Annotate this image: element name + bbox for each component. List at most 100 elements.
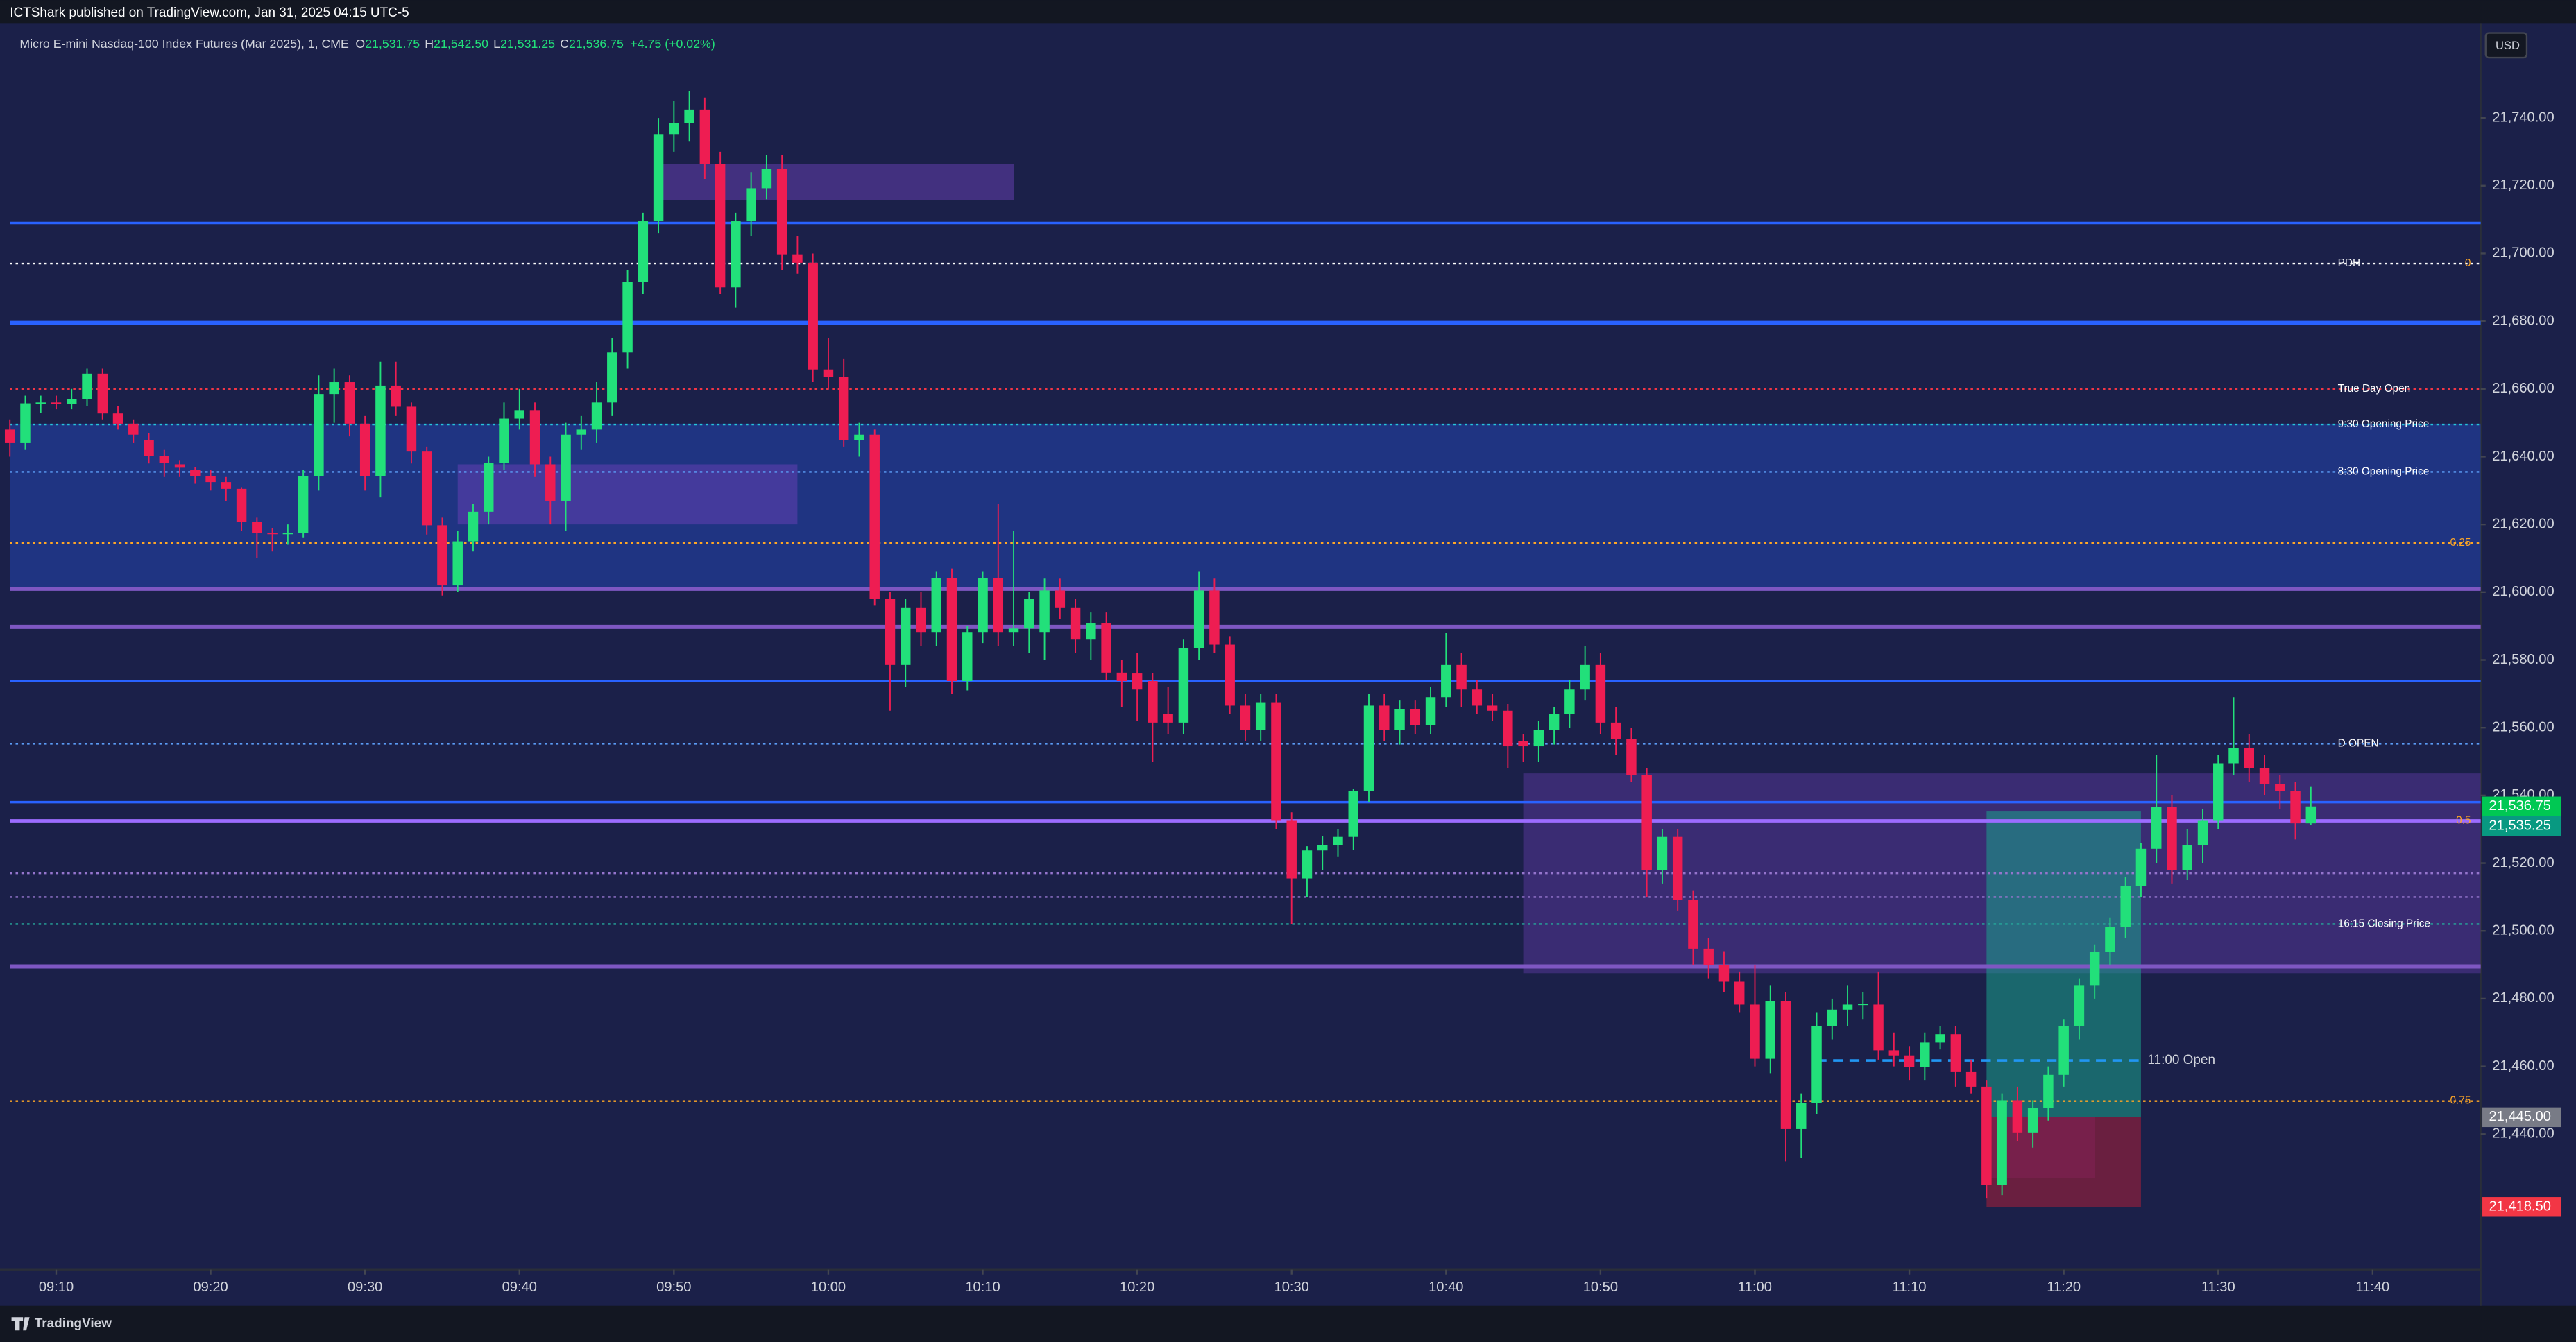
candle-body <box>2213 763 2224 821</box>
candle-body <box>82 373 92 399</box>
candle-body <box>1981 1086 1992 1185</box>
candle-body <box>159 456 170 463</box>
candle-body <box>282 533 293 535</box>
price-tag-label: 21,445.00 <box>2489 1109 2550 1124</box>
candle-body <box>1672 836 1683 900</box>
candle-body <box>792 254 803 263</box>
candle-body <box>1997 1100 2007 1185</box>
candle-body <box>946 578 957 682</box>
candle-body <box>931 578 941 633</box>
candle-body <box>1796 1103 1807 1129</box>
level-label: 9:30 Opening Price <box>2338 418 2430 430</box>
candle-body <box>2290 791 2301 824</box>
candle-body <box>545 464 556 501</box>
candle-body <box>885 599 896 665</box>
y-tick-label: 21,720.00 <box>2492 178 2554 193</box>
candle-body <box>144 440 154 456</box>
fib-label: 0.25 <box>2450 537 2471 549</box>
level-label: 8:30 Opening Price <box>2338 466 2430 478</box>
candle-body <box>1533 730 1544 747</box>
x-tick-label: 09:40 <box>502 1280 537 1295</box>
x-tick-label: 11:40 <box>2355 1280 2389 1295</box>
candle-body <box>1610 722 1621 739</box>
price-tag <box>2482 1107 2561 1128</box>
candle-body <box>267 533 278 535</box>
brand-logo <box>11 1317 30 1331</box>
candle-body <box>1333 836 1343 845</box>
candle-body <box>2058 1025 2069 1075</box>
candle-body <box>561 434 571 501</box>
fib-label: 0.5 <box>2456 815 2471 827</box>
candle-body <box>375 385 386 476</box>
candle-body <box>638 221 649 282</box>
candle-body <box>1564 689 1575 714</box>
candle-body <box>1425 697 1436 725</box>
candle-body <box>1286 820 1297 879</box>
candle-body <box>776 169 787 255</box>
price-tag <box>2482 816 2561 836</box>
candle-body <box>514 410 524 419</box>
candle-body <box>916 607 926 633</box>
candle-body <box>20 403 31 443</box>
y-tick-label: 21,740.00 <box>2492 110 2554 125</box>
currency[interactable]: USD <box>2496 39 2520 52</box>
candle-body <box>591 402 602 430</box>
readout-label: H <box>425 37 434 51</box>
y-tick-label: 21,600.00 <box>2492 584 2554 599</box>
candle-body <box>406 406 417 452</box>
candle-body <box>190 470 201 476</box>
readout-label: L <box>493 37 500 51</box>
candle-body <box>746 188 756 222</box>
readout-change: +4.75 (+0.02%) <box>630 37 715 51</box>
readout-value: 21,542.50 <box>434 37 488 51</box>
candle-body <box>1363 705 1374 791</box>
readout-value: 21,531.25 <box>500 37 555 51</box>
candle-body <box>823 369 834 377</box>
y-tick-label: 21,580.00 <box>2492 652 2554 667</box>
candle-body <box>978 578 988 633</box>
candle-body <box>1116 672 1127 682</box>
x-tick-label: 10:50 <box>1583 1280 1618 1295</box>
candle-body <box>607 352 617 403</box>
candle-body <box>51 402 62 404</box>
candle-body <box>205 476 216 483</box>
candle-body <box>2182 845 2192 870</box>
candle-body <box>1549 714 1560 730</box>
level-label: D OPEN <box>2338 737 2379 749</box>
candle-body <box>854 434 864 440</box>
level-label: 16:15 Closing Price <box>2338 918 2430 930</box>
candle-body <box>236 488 247 522</box>
x-tick-label: 10:10 <box>965 1280 1000 1295</box>
candle-body <box>1718 965 1730 982</box>
candle-body <box>808 262 818 370</box>
y-tick-label: 21,680.00 <box>2492 313 2554 328</box>
fib-label: 0 <box>2465 257 2471 269</box>
symbol-info: Micro E-mini Nasdaq-100 Index Futures (M… <box>19 37 715 51</box>
candle-body <box>1950 1034 1961 1072</box>
currency-box[interactable] <box>2484 32 2528 59</box>
candle-body <box>1379 705 1390 730</box>
candle-body <box>97 373 108 414</box>
zone <box>10 423 2481 589</box>
y-tick-label: 21,500.00 <box>2492 923 2554 938</box>
x-tick-label: 11:00 <box>1738 1280 1772 1295</box>
candle-body <box>838 377 849 440</box>
x-tick-label: 09:30 <box>348 1280 382 1295</box>
candle-body <box>2027 1108 2038 1133</box>
candle-body <box>1271 702 1281 821</box>
candle-body <box>1132 673 1143 690</box>
y-tick-label: 21,700.00 <box>2492 246 2554 261</box>
y-tick-label: 21,640.00 <box>2492 449 2554 464</box>
candle-body <box>67 399 77 404</box>
y-tick-label: 21,480.00 <box>2492 990 2554 1006</box>
y-tick-label: 21,460.00 <box>2492 1058 2554 1074</box>
fib-label: 0.75 <box>2450 1095 2471 1107</box>
readout-label: O <box>355 37 365 51</box>
candle-body <box>1688 900 1698 949</box>
candle-body <box>1456 664 1467 690</box>
candle-body <box>1302 850 1313 879</box>
candle-body <box>1965 1071 1977 1087</box>
candle-body <box>1641 775 1652 870</box>
candle-body <box>2074 985 2085 1026</box>
